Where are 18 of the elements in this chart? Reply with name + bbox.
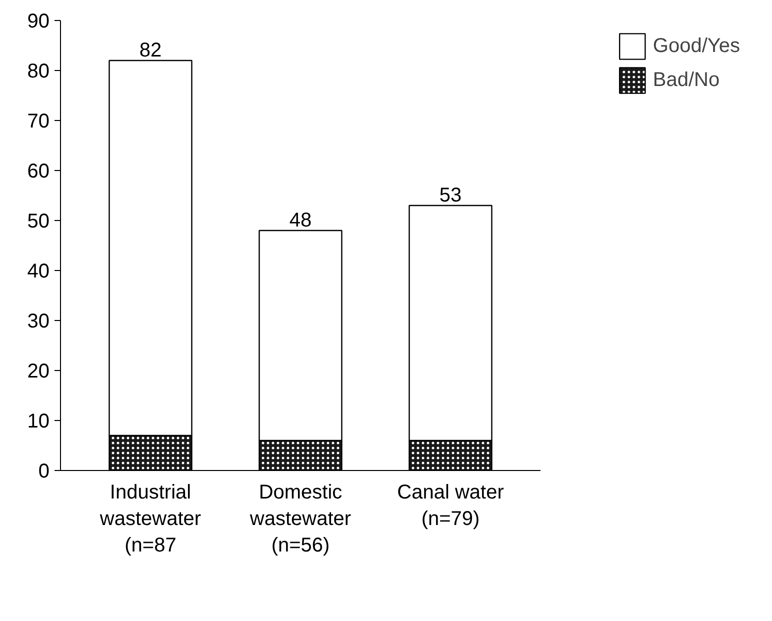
total-label: 53 <box>439 184 462 206</box>
total-label: 82 <box>139 40 162 62</box>
y-tick-label: 20 <box>27 360 50 382</box>
y-tick-label: 80 <box>27 60 50 82</box>
legend-label: Good/Yes <box>652 34 740 58</box>
x-tick-label: Industrial wastewater (n=87 <box>98 482 202 556</box>
y-tick-label: 30 <box>27 310 50 332</box>
y-tick-label: 90 <box>27 10 50 32</box>
total-label: 48 <box>289 210 312 232</box>
y-tick-label: 60 <box>27 160 50 182</box>
y-tick-label: 40 <box>27 260 50 282</box>
x-tick-label: Domestic wastewater (n=56) <box>248 482 352 556</box>
y-tick-label: 50 <box>27 210 50 232</box>
y-tick-label: 0 <box>38 460 50 482</box>
legend-label: Bad/No <box>652 68 720 92</box>
y-tick-label: 70 <box>27 110 50 132</box>
y-tick-label: 10 <box>27 410 50 432</box>
x-tick-label: Canal water (n=79) <box>397 482 504 530</box>
